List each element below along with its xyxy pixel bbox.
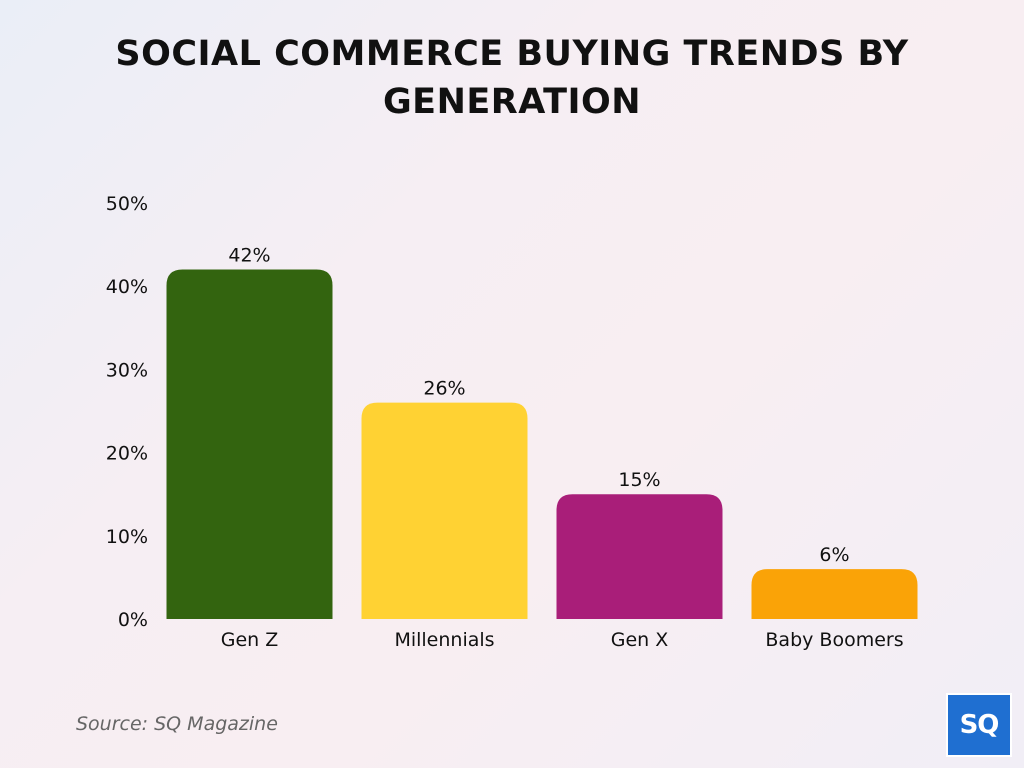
y-tick-label: 50% xyxy=(106,193,148,215)
x-tick-label: Gen Z xyxy=(221,629,279,651)
data-label: 42% xyxy=(228,245,270,267)
y-tick-label: 30% xyxy=(106,359,148,381)
y-tick-label: 10% xyxy=(106,526,148,548)
y-tick-label: 0% xyxy=(118,609,148,631)
x-tick-label: Millennials xyxy=(394,629,494,651)
x-tick-label: Gen X xyxy=(611,629,669,651)
y-tick-label: 40% xyxy=(106,276,148,298)
sq-logo: SQ xyxy=(946,693,1012,757)
x-tick-label: Baby Boomers xyxy=(765,629,903,651)
bar-gen-z xyxy=(166,269,333,619)
chart-title: SOCIAL COMMERCE BUYING TRENDS BY GENERAT… xyxy=(115,34,909,122)
data-label: 15% xyxy=(618,469,660,491)
bar-gen-x xyxy=(556,494,723,619)
logo-text: SQ xyxy=(959,710,1000,740)
bar-millennials xyxy=(361,402,528,619)
y-tick-label: 20% xyxy=(106,443,148,465)
data-label: 6% xyxy=(819,544,849,566)
source-note: Source: SQ Magazine xyxy=(76,713,278,735)
data-label: 26% xyxy=(423,378,465,400)
bar-baby-boomers xyxy=(751,569,918,619)
